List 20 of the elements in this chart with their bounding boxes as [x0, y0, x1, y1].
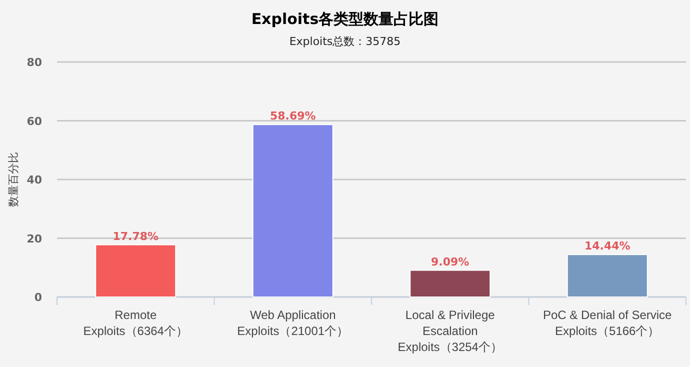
- x-tick-label: Web Application Exploits（21001个）: [237, 308, 349, 338]
- chart-subtitle: Exploits总数：35785: [289, 35, 401, 48]
- data-label: 9.09%: [431, 255, 470, 268]
- data-label: 58.69%: [270, 110, 316, 123]
- x-tick-label: Local & Privilege Escalation Exploits（3254个）: [398, 308, 502, 354]
- y-tick-label: 20: [26, 232, 42, 246]
- y-axis-title: 数量百分比: [7, 152, 20, 207]
- x-tick-label: Remote Exploits（6364个）: [83, 308, 188, 338]
- bar: [566, 254, 648, 298]
- bar: [252, 124, 334, 298]
- y-tick-label: 80: [26, 56, 42, 69]
- bar: [95, 244, 176, 298]
- y-tick-label: 60: [26, 114, 42, 128]
- chart-title: Exploits各类型数量占比图: [251, 10, 439, 28]
- y-tick-label: 40: [26, 174, 42, 186]
- x-tick-label: PoC & Denial of Service Exploits（5166个）: [543, 308, 672, 338]
- bar: [410, 270, 491, 298]
- data-label: 17.78%: [112, 230, 159, 243]
- y-tick-label: 0: [34, 291, 42, 304]
- data-label: 14.44%: [584, 240, 630, 253]
